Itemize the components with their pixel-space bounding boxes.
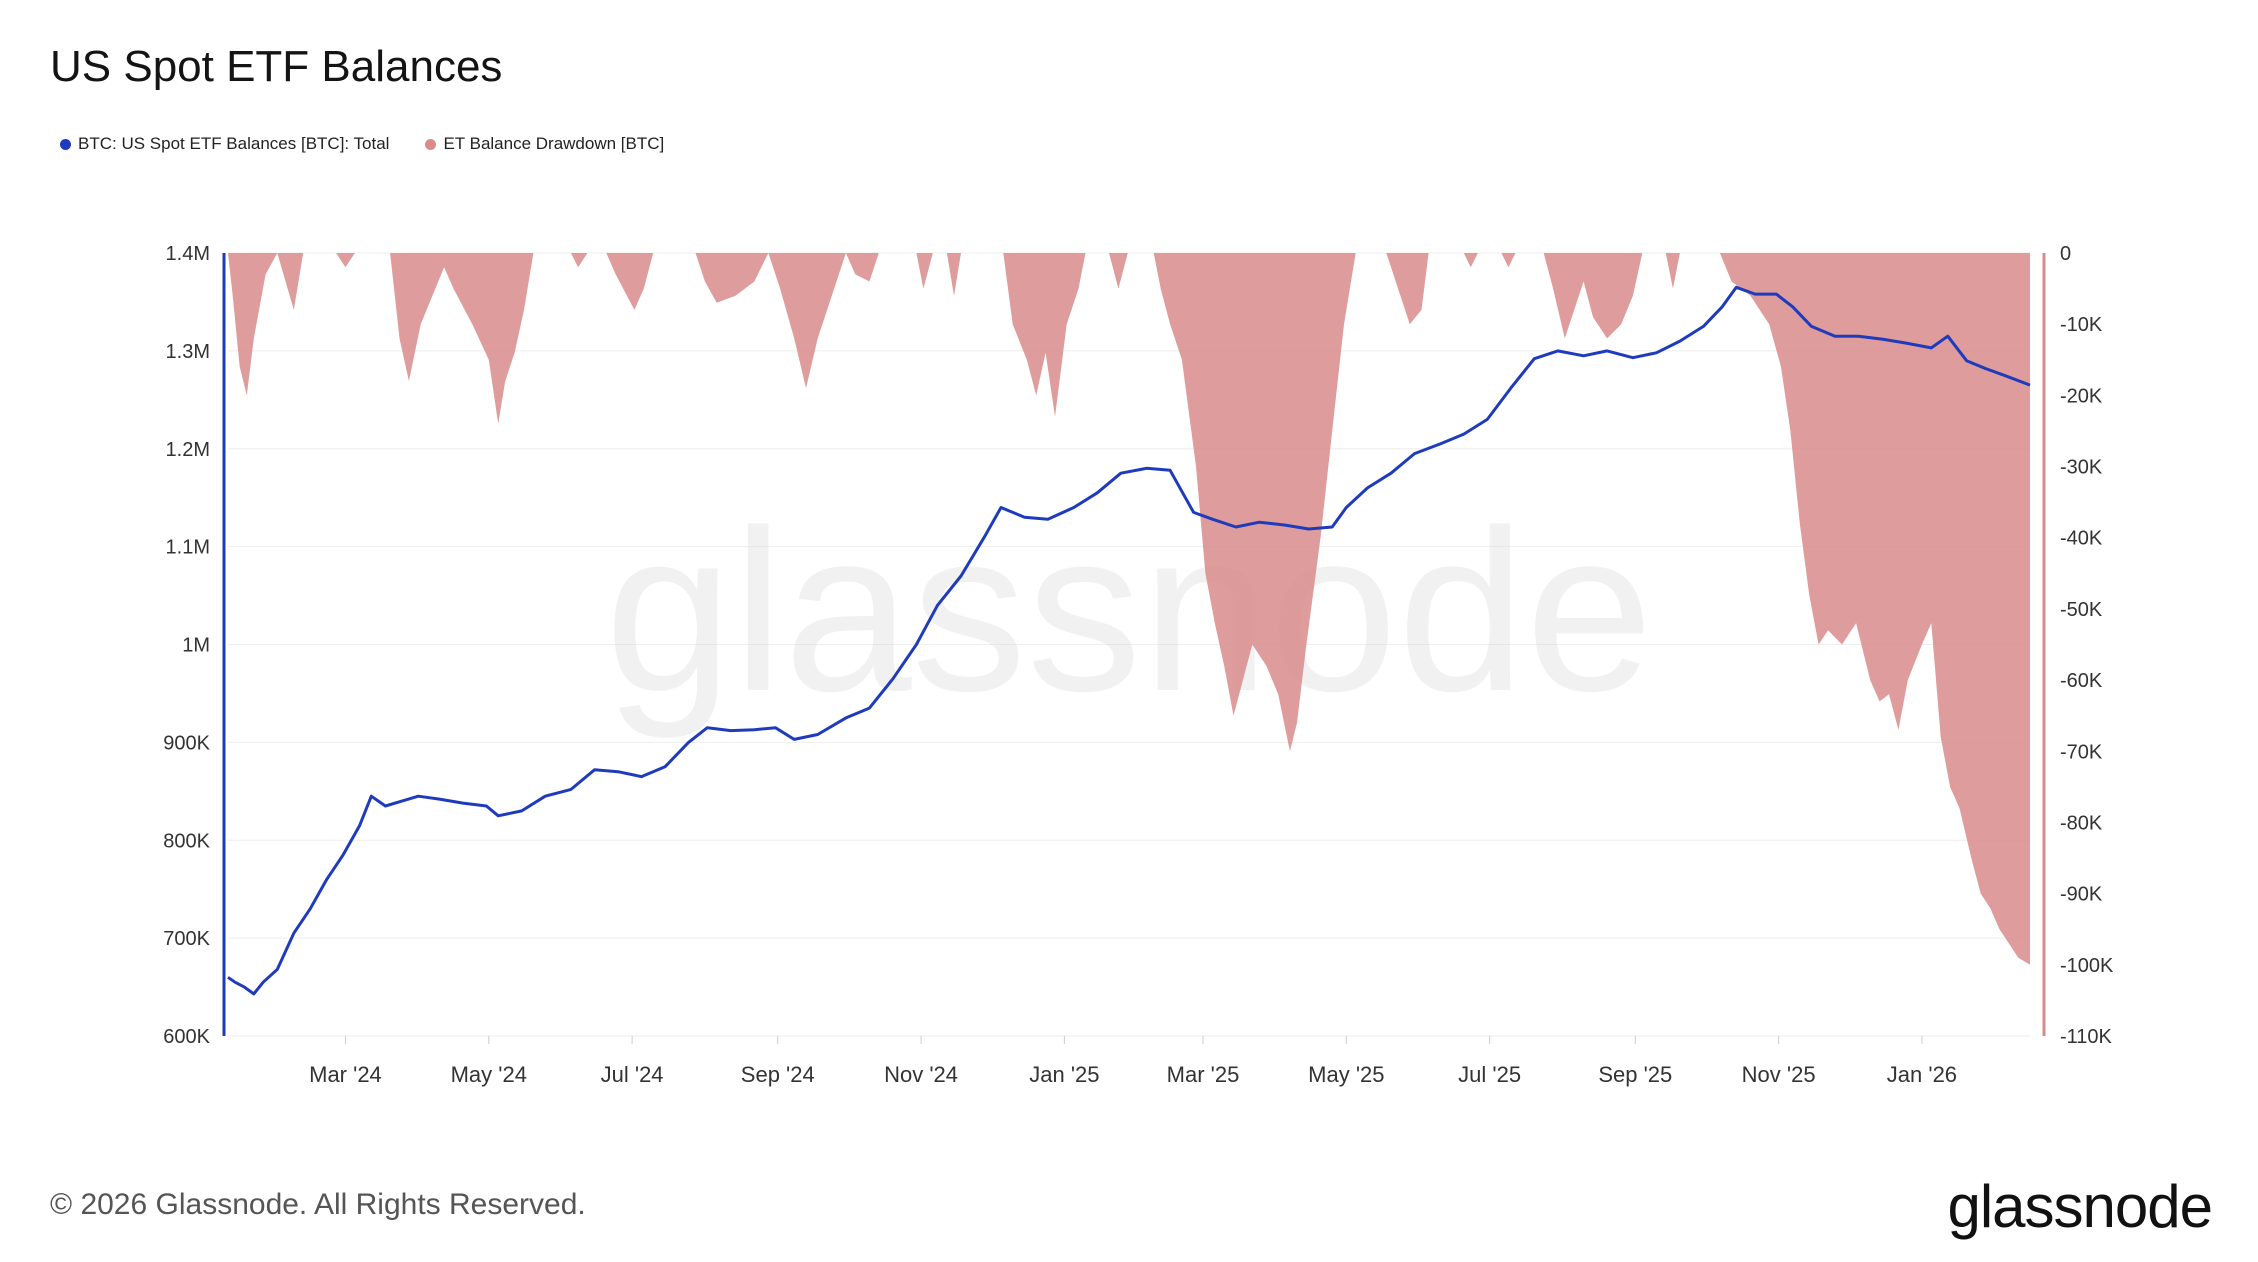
y-right-tick-label: -60K [2060,670,2103,692]
copyright-footer: © 2026 Glassnode. All Rights Reserved. [50,1188,586,1221]
legend-label-drawdown: ET Balance Drawdown [BTC] [443,134,665,153]
y-left-tick-label: 1.2M [166,439,210,461]
y-left-tick-label: 1.3M [166,341,210,363]
brand-logo: glassnode [1947,1173,2213,1240]
y-left-tick-label: 800K [163,830,210,852]
y-right-tick-label: -90K [2060,884,2103,906]
x-tick-label: Jul '24 [601,1062,664,1087]
y-left-tick-label: 1.1M [166,537,210,559]
legend-item-etf-balances[interactable]: BTC: US Spot ETF Balances [BTC]: Total [60,134,389,154]
chart-legend: BTC: US Spot ETF Balances [BTC]: Total E… [60,134,700,154]
legend-dot-drawdown [425,138,437,150]
x-tick-label: May '25 [1308,1062,1384,1087]
y-right-tick-label: 0 [2060,243,2071,265]
y-left-tick-label: 600K [163,1026,210,1048]
legend-item-drawdown[interactable]: ET Balance Drawdown [BTC] [425,134,664,154]
y-right-tick-label: -70K [2060,741,2103,763]
x-tick-label: Mar '25 [1167,1062,1240,1087]
etf-balance-line-series [227,285,2031,996]
legend-dot-etf-balances [60,138,71,150]
x-tick-label: Jul '25 [1458,1062,1521,1087]
chart-title: US Spot ETF Balances [50,42,503,91]
legend-label-etf-balances: BTC: US Spot ETF Balances [BTC]: Total [78,134,390,153]
x-tick-label: Jan '25 [1029,1062,1099,1087]
y-right-tick-label: -10K [2060,314,2103,336]
x-tick-label: Jan '26 [1887,1062,1957,1087]
y-right-tick-label: -100K [2060,955,2114,977]
y-right-tick-label: -30K [2060,457,2103,479]
watermark-text: glassnode [605,482,1654,739]
y-left-tick-label: 1.4M [166,243,210,265]
y-right-tick-label: -20K [2060,385,2103,407]
x-tick-label: Nov '25 [1742,1062,1816,1087]
y-left-tick-label: 1M [182,635,210,657]
x-tick-label: Sep '24 [741,1062,815,1087]
x-tick-label: May '24 [451,1062,527,1087]
x-tick-label: Nov '24 [884,1062,958,1087]
y-right-tick-label: -110K [2060,1026,2113,1048]
y-left-tick-label: 700K [163,928,210,950]
x-tick-label: Sep '25 [1598,1062,1672,1087]
y-left-tick-label: 900K [163,732,210,754]
y-right-tick-label: -80K [2060,812,2103,834]
y-right-tick-label: -40K [2060,528,2103,550]
x-tick-label: Mar '24 [309,1062,382,1087]
y-right-tick-label: -50K [2060,599,2103,621]
drawdown-area-series [228,253,2030,965]
